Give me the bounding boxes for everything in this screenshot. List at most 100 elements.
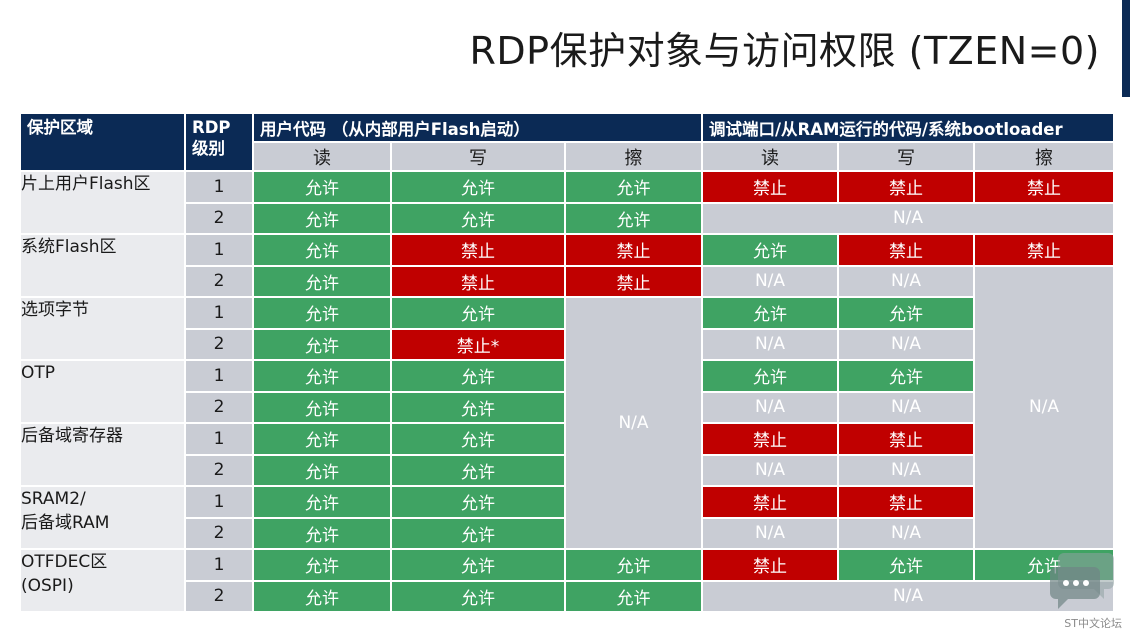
permission-cell: N/A [973,264,1115,550]
level-cell: 1 [184,485,254,519]
area-backup-registers: 后备域寄存器 [19,422,186,487]
sub-erase: 擦 [564,141,703,172]
area-otfdec: OTFDEC区 (OSPI) [19,548,186,613]
permission-cell: 禁止 [837,485,975,519]
permission-cell: 允许 [390,516,566,550]
header-user-code: 用户代码 （从内部用户Flash启动） [252,112,703,143]
table-row: 后备域寄存器 1 允许 允许 禁止 禁止 [19,422,1114,487]
permission-cell: N/A [701,579,1115,613]
permission-cell: 允许 [837,296,975,330]
level-cell: 1 [184,233,254,267]
permission-cell: 禁止 [973,233,1115,267]
permission-cell: 禁止 [701,548,839,582]
permission-cell: N/A [837,264,975,298]
level-cell: 1 [184,359,254,393]
permission-cell: 禁止 [390,264,566,298]
permission-cell: 禁止 [390,233,566,267]
permission-cell: 禁止 [837,422,975,456]
permission-cell: 禁止 [701,485,839,519]
table-row: OTFDEC区 (OSPI) 1 允许 允许 允许 禁止 允许 允许 [19,548,1115,613]
table-row: 片上用户Flash区 1 允许 允许 允许 禁止 禁止 禁止 [19,170,1115,235]
permission-cell: 允许 [252,548,392,582]
area-sram2: SRAM2/后备域RAM [19,485,186,550]
permission-cell: 允许 [701,233,839,267]
permission-cell: 允许 [564,170,703,204]
permission-cell: 允许 [252,516,392,550]
table-row: 系统Flash区 1 允许 禁止 禁止 允许 禁止 禁止 [19,233,1115,298]
watermark-text: ST中文论坛 [1064,617,1122,630]
permission-cell: N/A [701,390,839,424]
permission-cell: 禁止 [837,170,975,204]
sub-read: 读 [701,141,839,172]
permission-cell: 允许 [390,390,566,424]
permission-cell: 允许 [252,485,392,519]
permission-cell: 允许 [390,453,566,487]
permission-cell: 允许 [252,327,392,361]
level-cell: 2 [184,390,254,424]
level-cell: 2 [184,327,254,361]
permission-cell: 允许 [252,201,392,235]
permission-cell: 允许 [252,264,392,298]
table-row: 2 允许 允许 允许 N/A [20,201,1115,235]
level-cell: 1 [184,296,254,330]
level-cell: 2 [184,579,254,613]
permission-cell: N/A [701,201,1115,235]
permission-cell: 允许 [252,422,392,456]
permission-cell: 允许 [390,548,566,582]
permission-cell: 允许 [701,359,839,393]
area-otp: OTP [19,359,186,424]
table-row: SRAM2/后备域RAM 1 允许 允许 禁止 禁止 [19,485,1114,550]
permission-cell: N/A [701,264,839,298]
permission-cell: 允许 [390,296,566,330]
header-area: 保护区域 [19,112,186,172]
permission-cell: 允许 [390,485,566,519]
permission-cell: N/A [837,453,975,487]
permission-cell: 允许 [390,579,566,613]
permission-cell: 禁止 [564,264,703,298]
area-option-bytes: 选项字节 [19,296,186,361]
table-row: 2 允许 允许 N/A N/A [20,390,1114,424]
permission-cell: N/A [701,327,839,361]
permission-cell: 允许 [837,548,975,582]
sub-erase: 擦 [973,141,1115,172]
permission-cell: 允许 [390,170,566,204]
permission-cell: 允许 [252,390,392,424]
permission-cell: 允许 [252,359,392,393]
level-cell: 1 [184,422,254,456]
permission-cell: 允许 [252,233,392,267]
permission-cell: 允许 [252,453,392,487]
permission-cell: N/A [564,296,703,550]
page-title: RDP保护对象与访问权限 (TZEN=0) [469,29,1100,73]
permission-cell: 禁止 [564,233,703,267]
permission-cell: 允许 [390,422,566,456]
permission-cell: 允许 [564,201,703,235]
permission-cell: N/A [837,516,975,550]
table-row: 选项字节 1 允许 允许 N/A 允许 允许 [19,296,1114,550]
permission-cell: N/A [837,327,975,361]
permission-cell: 允许 [390,359,566,393]
level-cell: 1 [184,170,254,204]
sub-write: 写 [837,141,975,172]
permission-cell: 禁止 [701,170,839,204]
table-row: 2 允许 禁止 禁止 N/A N/A N/A [20,264,1115,550]
permission-cell: 允许 [564,548,703,582]
permission-cell: 禁止 [701,422,839,456]
area-user-flash: 片上用户Flash区 [19,170,186,235]
permission-cell: 允许 [390,201,566,235]
permission-cell: N/A [701,516,839,550]
rdp-access-table: 保护区域 RDP 级别 用户代码 （从内部用户Flash启动） 调试端口/从RAM… [19,112,1115,613]
accent-bar [1122,0,1130,97]
level-cell: 2 [184,201,254,235]
permission-cell: 禁止* [390,327,566,361]
level-cell: 1 [184,548,254,582]
level-cell: 2 [184,453,254,487]
table-row: 2 允许 允许 N/A N/A [20,516,1114,550]
table-row: OTP 1 允许 允许 允许 允许 [19,359,1114,424]
level-cell: 2 [184,264,254,298]
permission-cell: 禁止 [837,233,975,267]
permission-cell: 允许 [252,579,392,613]
permission-cell: N/A [837,390,975,424]
sub-write: 写 [390,141,566,172]
level-cell: 2 [184,516,254,550]
permission-cell: 允许 [564,579,703,613]
